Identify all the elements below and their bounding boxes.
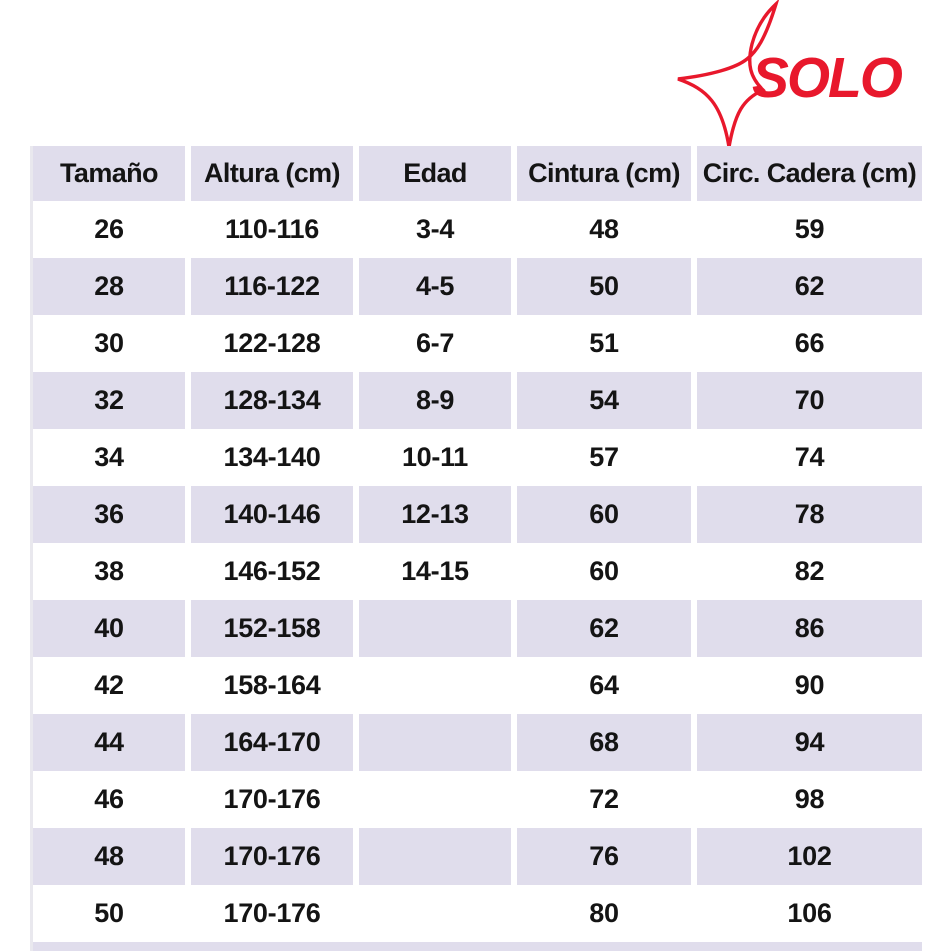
table-cell: 60 [517,543,691,600]
table-cell: 34 [33,429,185,486]
table-cell: 106 [697,885,922,942]
table-cell: 36 [33,486,185,543]
column-header: Edad [359,146,511,201]
table-cell: 90 [697,657,922,714]
table-cell [359,657,511,714]
table-cell: 70 [697,372,922,429]
table-cell: 48 [517,201,691,258]
size-table: Tamaño Altura (cm) Edad Cintura (cm) Circ. C… [33,146,922,942]
table-cell: 40 [33,600,185,657]
table-cell: 68 [517,714,691,771]
column-header: Tamaño [33,146,185,201]
table-cell: 46 [33,771,185,828]
table-cell: 50 [517,258,691,315]
table-cell: 74 [697,429,922,486]
table-cell: 134-140 [191,429,353,486]
table-cell: 72 [517,771,691,828]
table-cell: 102 [697,828,922,885]
table-cell: 44 [33,714,185,771]
size-table-wrap: Tamaño Altura (cm) Edad Cintura (cm) Circ. C… [33,146,922,951]
table-cell: 86 [697,600,922,657]
table-cell: 10-11 [359,429,511,486]
table-cell: 4-5 [359,258,511,315]
table-cell: 152-158 [191,600,353,657]
table-cell: 170-176 [191,885,353,942]
table-cell [359,828,511,885]
table-cell: 42 [33,657,185,714]
table-cell: 140-146 [191,486,353,543]
table-cell: 6-7 [359,315,511,372]
table-cell: 14-15 [359,543,511,600]
table-cell [359,600,511,657]
table-cell: 110-116 [191,201,353,258]
table-cell: 170-176 [191,828,353,885]
table-cell: 26 [33,201,185,258]
table-cell [359,771,511,828]
table-cell: 158-164 [191,657,353,714]
table-cell: 62 [517,600,691,657]
column-header: Cintura (cm) [517,146,691,201]
table-cell: 78 [697,486,922,543]
table-cell: 12-13 [359,486,511,543]
column-header: Circ. Cadera (cm) [697,146,922,201]
table-cell: 116-122 [191,258,353,315]
table-cell: 8-9 [359,372,511,429]
table-cell [359,714,511,771]
table-cell: 98 [697,771,922,828]
column-header: Altura (cm) [191,146,353,201]
table-cell: 30 [33,315,185,372]
table-cell: 38 [33,543,185,600]
table-cell: 122-128 [191,315,353,372]
table-cell: 28 [33,258,185,315]
table-cell: 48 [33,828,185,885]
table-cell: 82 [697,543,922,600]
table-cell: 60 [517,486,691,543]
table-cell: 54 [517,372,691,429]
table-cell: 76 [517,828,691,885]
table-cell: 50 [33,885,185,942]
table-cell: 170-176 [191,771,353,828]
table-cell: 66 [697,315,922,372]
table-cell: 32 [33,372,185,429]
table-cell: 94 [697,714,922,771]
table-cell: 80 [517,885,691,942]
table-cell: 164-170 [191,714,353,771]
table-cell: 3-4 [359,201,511,258]
table-cell: 64 [517,657,691,714]
table-cell: 146-152 [191,543,353,600]
table-cell [359,885,511,942]
table-cell: 57 [517,429,691,486]
table-cell: 59 [697,201,922,258]
table-cell: 51 [517,315,691,372]
cutoff-row-sliver [33,942,922,951]
table-cell: 62 [697,258,922,315]
logo-wordmark: SOLO [752,46,903,110]
table-left-border [30,146,33,951]
table-cell: 128-134 [191,372,353,429]
